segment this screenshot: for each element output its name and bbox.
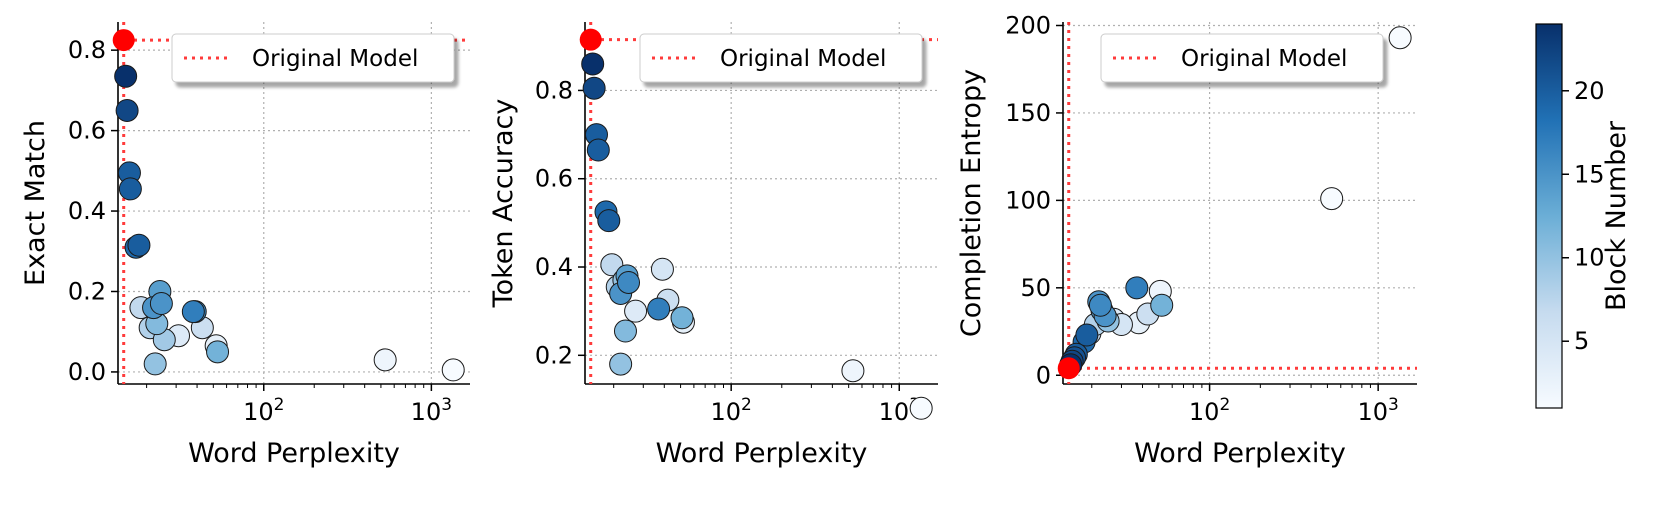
y-tick-label: 0.2 <box>68 277 106 305</box>
y-tick-label: 0.8 <box>68 36 106 64</box>
data-point <box>581 52 605 76</box>
x-tick-label: 102 <box>710 395 751 426</box>
legend-label: Original Model <box>720 46 886 72</box>
data-point <box>1320 187 1344 211</box>
data-point <box>114 64 138 88</box>
x-tick-label: 102 <box>243 395 284 426</box>
y-axis-title-token-accuracy: Token Accuracy <box>488 99 519 309</box>
legend-box <box>171 33 455 83</box>
x-tick-label: 102 <box>1189 395 1230 426</box>
data-point <box>206 340 230 364</box>
data-point <box>647 297 671 321</box>
original-model-point <box>1057 357 1080 380</box>
data-point <box>149 292 173 316</box>
x-axis-title: Word Perplexity <box>188 438 400 469</box>
y-tick-label: 200 <box>1005 11 1051 39</box>
y-tick-label: 50 <box>1020 274 1051 302</box>
colorbar-tick-label: 20 <box>1574 77 1605 105</box>
data-point <box>613 319 637 343</box>
data-point <box>624 299 648 323</box>
data-point <box>373 348 397 372</box>
y-axis-title-completion-entropy: Completion Entropy <box>956 69 987 337</box>
data-point <box>909 396 933 420</box>
exact-match-panel: 0.0 0.2 0.4 0.6 0.8 102 103 Word Perplexity Exac… <box>20 22 470 469</box>
y-tick-label: 0.8 <box>535 76 573 104</box>
data-point <box>617 270 641 294</box>
data-point <box>181 300 205 324</box>
y-tick-label: 0.2 <box>535 341 573 369</box>
y-tick-label: 0.4 <box>68 197 106 225</box>
legend: Original Model <box>639 33 923 83</box>
data-point <box>1150 293 1174 317</box>
data-point <box>127 233 151 257</box>
data-point <box>670 306 694 330</box>
legend: Original Model <box>1100 33 1384 83</box>
original-model-point <box>112 29 135 52</box>
colorbar-tick-label: 10 <box>1574 244 1605 272</box>
block-number-colorbar: Block Number 5 10 15 20 <box>1535 23 1632 409</box>
legend-label: Original Model <box>252 46 418 72</box>
colorbar-gradient <box>1535 23 1563 409</box>
y-tick-label: 0.6 <box>68 117 106 145</box>
data-point <box>1088 293 1112 317</box>
data-point <box>143 352 167 376</box>
data-point <box>115 98 139 122</box>
data-point <box>597 209 621 233</box>
legend-label: Original Model <box>1181 46 1347 72</box>
y-tick-label: 150 <box>1005 99 1051 127</box>
data-point <box>841 359 865 383</box>
data-point <box>1388 26 1412 50</box>
legend: Original Model <box>171 33 455 83</box>
y-axis-title-exact-match: Exact Match <box>20 120 51 286</box>
x-axis-title: Word Perplexity <box>1134 438 1346 469</box>
colorbar-label: Block Number <box>1601 120 1632 311</box>
data-point <box>582 76 606 100</box>
original-model-point <box>579 28 602 51</box>
y-tick-label: 0.6 <box>535 165 573 193</box>
x-tick-label: 103 <box>1357 395 1398 426</box>
y-tick-label: 0 <box>1036 361 1051 389</box>
data-point <box>650 257 674 281</box>
data-point <box>441 358 465 382</box>
completion-entropy-panel: 0 50 100 150 200 102 103 Word Perplexity Complet… <box>956 11 1417 469</box>
colorbar-tick-label: 15 <box>1574 160 1605 188</box>
colorbar-tick-label: 5 <box>1574 327 1589 355</box>
data-point <box>118 177 142 201</box>
data-point <box>1125 276 1149 300</box>
legend-box <box>639 33 923 83</box>
x-tick-label: 103 <box>411 395 452 426</box>
x-axis-title: Word Perplexity <box>656 438 868 469</box>
y-tick-label: 0.0 <box>68 358 106 386</box>
data-point <box>586 138 610 162</box>
y-tick-label: 100 <box>1005 186 1051 214</box>
legend-box <box>1100 33 1384 83</box>
y-tick-label: 0.4 <box>535 253 573 281</box>
data-point <box>1075 323 1099 347</box>
data-point <box>609 352 633 376</box>
